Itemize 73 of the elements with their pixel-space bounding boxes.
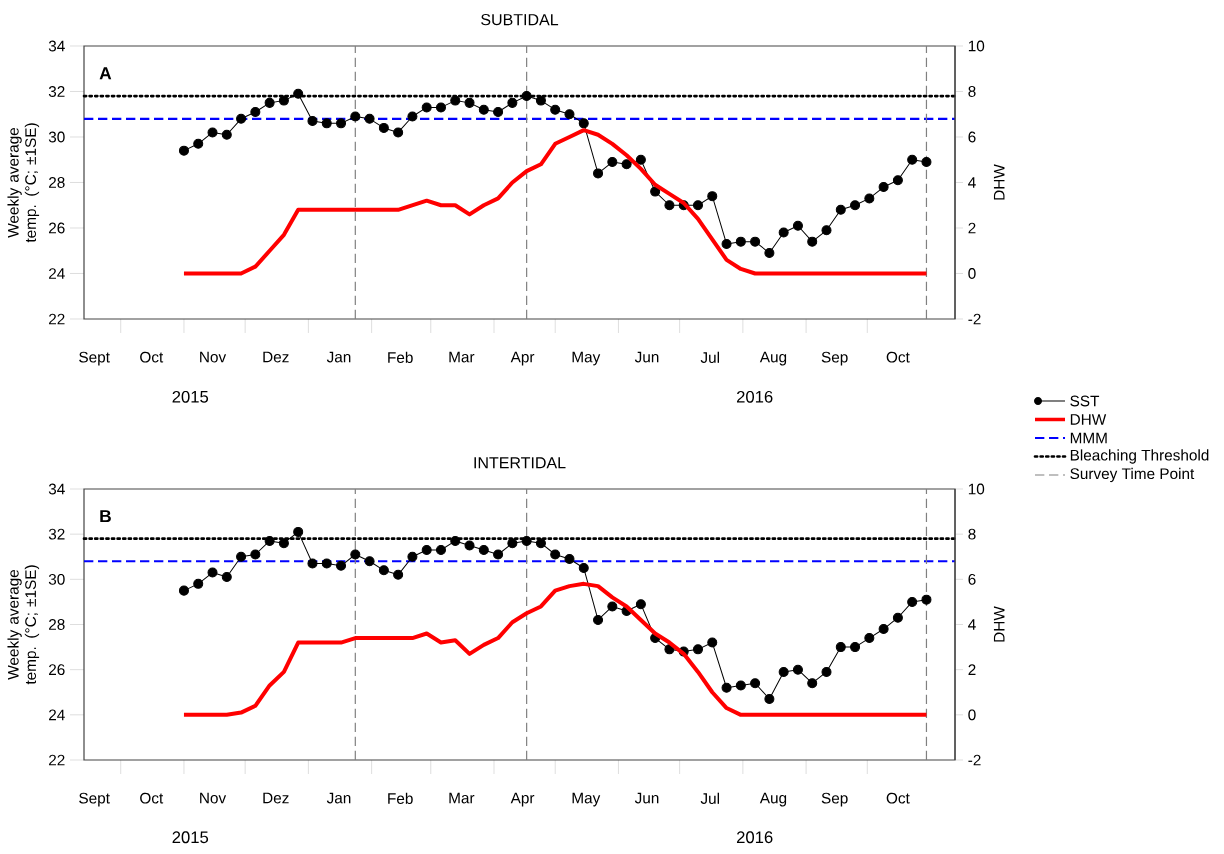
y-tick-label: 22 xyxy=(49,754,65,766)
x-tick-label: Oct xyxy=(886,792,910,804)
x-tick-label: Feb xyxy=(388,792,413,804)
y-axis-title: Weekly average temp. (°C; ±1SE) xyxy=(7,123,40,243)
y2-tick-label: 10 xyxy=(968,483,985,495)
x-tick-label: Jan xyxy=(326,792,351,804)
x-tick-label: Mar xyxy=(449,792,475,804)
y-tick-label: 22 xyxy=(49,313,65,325)
legend-label: DHW xyxy=(1070,414,1107,425)
text: 2015 xyxy=(172,390,209,403)
y2-tick-label: 2 xyxy=(968,664,976,676)
x-tick-label: Aug xyxy=(759,351,787,366)
x-tick-label: Apr xyxy=(510,351,535,366)
y-tick-label: 26 xyxy=(49,222,65,234)
legend-label: SST xyxy=(1070,395,1100,407)
legend-label: MMM xyxy=(1070,432,1107,444)
y-tick-label: 30 xyxy=(48,573,65,585)
x-tick-label: Jun xyxy=(634,351,659,363)
x-tick-label: Feb xyxy=(388,351,413,363)
x-tick-label: Aug xyxy=(759,792,787,807)
x-tick-label: Sept xyxy=(79,351,110,366)
y-axis-title: Weekly average temp. (°C; ±1SE) xyxy=(7,565,40,685)
y2-tick-label: 6 xyxy=(968,131,976,143)
text: 2015 xyxy=(172,831,209,844)
chart-title: SUBTIDAL xyxy=(481,13,559,26)
y2-tick-label: 8 xyxy=(968,528,976,540)
y2-tick-label: 6 xyxy=(968,573,976,585)
y-tick-label: 32 xyxy=(48,86,65,97)
y-tick-label: 28 xyxy=(49,177,65,188)
y2-tick-label: 0 xyxy=(968,709,976,721)
x-tick-label: Dez xyxy=(263,351,289,363)
x-tick-label: Sept xyxy=(79,792,110,807)
y-tick-label: 28 xyxy=(49,619,65,630)
legend-label: Survey Time Point xyxy=(1070,467,1195,483)
x-tick-label: Nov xyxy=(200,792,227,804)
y-tick-label: 34 xyxy=(48,483,65,495)
x-tick-label: May xyxy=(572,792,601,807)
y-tick-label: 24 xyxy=(49,268,65,279)
y2-tick-label: -2 xyxy=(968,754,981,766)
y2-tick-label: 4 xyxy=(968,177,976,188)
y2-tick-label: 2 xyxy=(968,222,976,234)
annotation: B xyxy=(100,510,111,523)
text: 2016 xyxy=(736,390,773,403)
y-tick-label: 32 xyxy=(48,528,65,540)
x-tick-label: Sep xyxy=(821,792,848,807)
x-tick-label: Jul xyxy=(700,792,720,804)
text: 2016 xyxy=(736,831,773,844)
legend-label: Bleaching Threshold xyxy=(1070,449,1209,464)
x-tick-label: Apr xyxy=(510,792,535,807)
x-tick-label: Sep xyxy=(821,351,848,366)
x-tick-label: Oct xyxy=(140,792,164,804)
y-tick-label: 30 xyxy=(48,131,65,143)
y2-axis-title: DHW xyxy=(993,164,1005,200)
x-tick-label: Dez xyxy=(263,792,289,804)
x-tick-label: Oct xyxy=(140,351,164,363)
y-tick-label: 34 xyxy=(48,40,65,52)
x-tick-label: Jul xyxy=(700,351,720,363)
x-tick-label: Mar xyxy=(449,351,475,363)
y-tick-label: 24 xyxy=(49,709,65,721)
y2-tick-label: 8 xyxy=(968,86,976,97)
x-tick-label: Jun xyxy=(634,792,659,804)
y2-tick-label: 4 xyxy=(968,619,976,630)
y2-tick-label: -2 xyxy=(968,313,981,325)
x-tick-label: Jan xyxy=(326,351,351,363)
annotation: A xyxy=(99,67,112,80)
x-tick-label: Nov xyxy=(200,351,227,363)
chart-title: INTERTIDAL xyxy=(474,457,566,469)
y-tick-label: 26 xyxy=(49,664,65,676)
x-tick-label: Oct xyxy=(886,351,910,363)
y2-axis-title: DHW xyxy=(993,606,1005,642)
x-tick-label: May xyxy=(572,351,601,366)
y2-tick-label: 10 xyxy=(968,40,985,52)
y2-tick-label: 0 xyxy=(968,268,976,279)
